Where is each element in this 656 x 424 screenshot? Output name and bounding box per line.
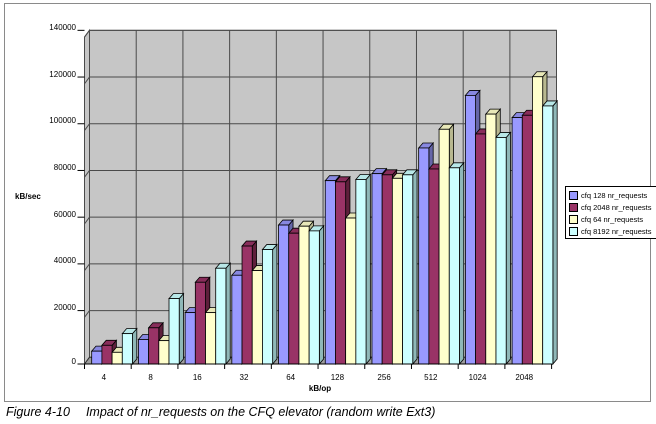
bar-cfq-8192-nr-requests-1024-side xyxy=(505,131,511,366)
bar-cfq-128-nr-requests-256 xyxy=(371,173,383,365)
bar-cfq-128-nr-requests-128 xyxy=(324,180,336,365)
bar-cfq-128-nr-requests-1024 xyxy=(464,95,476,365)
bar-cfq-8192-nr-requests-256 xyxy=(402,174,414,365)
bar-cfq-2048-nr-requests-512 xyxy=(428,168,440,365)
bar-cfq-64-nr-requests-64 xyxy=(298,225,310,365)
bar-cfq-64-nr-requests-128 xyxy=(345,217,357,365)
bar-cfq-8192-nr-requests-32 xyxy=(262,249,274,365)
x-axis-label: 2048 xyxy=(515,373,534,382)
bar-cfq-128-nr-requests-64 xyxy=(278,224,290,365)
y-axis-label: 0 xyxy=(71,356,76,366)
y-axis-label: 20000 xyxy=(53,303,76,313)
bar-cfq-64-nr-requests-4 xyxy=(111,351,123,365)
bar-cfq-64-nr-requests-32 xyxy=(251,270,263,365)
left-wall-gridline xyxy=(84,30,90,38)
legend-swatch-cfq-8192 xyxy=(569,227,578,237)
bar-cfq-2048-nr-requests-4 xyxy=(101,344,113,365)
bar-cfq-8192-nr-requests-16 xyxy=(215,267,227,365)
bar-cfq-128-nr-requests-8 xyxy=(138,339,150,365)
bar-cfq-8192-nr-requests-512 xyxy=(448,167,460,365)
left-wall-gridline xyxy=(84,263,90,271)
legend-item: cfq 128 nr_requests xyxy=(569,189,656,201)
x-axis-label: 64 xyxy=(286,373,296,382)
bar-cfq-64-nr-requests-8 xyxy=(158,340,170,365)
x-axis-label: 8 xyxy=(148,373,153,382)
y-axis-label: 80000 xyxy=(53,162,76,172)
left-wall-gridline xyxy=(84,76,90,85)
y-axis-label: 100000 xyxy=(49,116,76,126)
bar-cfq-8192-nr-requests-8 xyxy=(168,298,180,365)
bar-cfq-2048-nr-requests-2048 xyxy=(521,114,533,365)
legend-label: cfq 64 nr_requests xyxy=(581,214,644,224)
x-axis-label: 16 xyxy=(192,373,202,382)
bar-cfq-8192-nr-requests-2048-side xyxy=(552,99,558,366)
x-axis-label: 512 xyxy=(424,373,438,382)
plot-area-svg xyxy=(77,28,559,369)
bar-cfq-64-nr-requests-1024 xyxy=(485,113,497,365)
legend-label: cfq 128 nr_requests xyxy=(581,190,648,200)
bar-cfq-2048-nr-requests-1024 xyxy=(475,133,487,365)
bar-cfq-8192-nr-requests-4 xyxy=(121,333,133,365)
bar-cfq-128-nr-requests-4 xyxy=(91,350,103,365)
legend: cfq 128 nr_requests cfq 2048 nr_requests… xyxy=(565,186,656,239)
bar-cfq-2048-nr-requests-256 xyxy=(381,174,393,365)
legend-swatch-cfq-64 xyxy=(569,214,578,224)
left-wall-gridline xyxy=(84,170,90,178)
bar-cfq-8192-nr-requests-1024 xyxy=(495,137,507,365)
left-wall-gridline xyxy=(84,216,90,225)
bar-cfq-128-nr-requests-512 xyxy=(418,147,430,365)
x-axis-title: kB/op xyxy=(308,384,332,393)
legend-swatch-cfq-128 xyxy=(569,190,578,200)
x-axis-label: 4 xyxy=(101,373,107,382)
bar-cfq-64-nr-requests-512 xyxy=(438,128,450,365)
left-wall-gridline xyxy=(84,123,90,131)
y-axis-title: kB/sec xyxy=(15,192,41,201)
bar-cfq-8192-nr-requests-64-side xyxy=(318,224,325,366)
left-wall-gridline xyxy=(84,310,90,318)
x-axis-label: 32 xyxy=(239,373,249,382)
bar-cfq-64-nr-requests-2048 xyxy=(532,76,544,365)
bar-cfq-8192-nr-requests-8-side xyxy=(178,292,184,366)
bar-cfq-2048-nr-requests-8 xyxy=(148,327,160,365)
bar-cfq-128-nr-requests-32 xyxy=(231,274,243,365)
bar-cfq-8192-nr-requests-64 xyxy=(308,230,320,365)
x-axis-label: 1024 xyxy=(468,373,487,382)
legend-swatch-cfq-2048 xyxy=(569,202,578,212)
bar-cfq-8192-nr-requests-512-side xyxy=(459,161,465,366)
legend-label: cfq 2048 nr_requests xyxy=(581,202,652,212)
bar-cfq-8192-nr-requests-256-side xyxy=(412,168,418,366)
chart-frame: kB/sec kB/op cfq 128 nr_requests cfq 204… xyxy=(4,3,656,402)
bar-cfq-8192-nr-requests-16-side xyxy=(225,262,231,366)
bar-cfq-128-nr-requests-16 xyxy=(184,312,196,365)
bar-cfq-8192-nr-requests-128-side xyxy=(365,173,371,366)
legend-label: cfq 8192 nr_requests xyxy=(581,227,652,237)
bar-cfq-8192-nr-requests-32-side xyxy=(272,243,278,366)
legend-item: cfq 64 nr_requests xyxy=(569,213,656,225)
x-axis-label: 128 xyxy=(330,373,345,382)
bar-cfq-2048-nr-requests-128 xyxy=(335,181,347,365)
figure-caption-text: Impact of nr_requests on the CFQ elevato… xyxy=(85,405,436,419)
bar-cfq-64-nr-requests-256 xyxy=(391,177,403,365)
bar-cfq-2048-nr-requests-64 xyxy=(288,232,300,365)
bar-cfq-64-nr-requests-16 xyxy=(205,312,217,365)
bar-cfq-2048-nr-requests-16 xyxy=(194,281,206,365)
bar-cfq-8192-nr-requests-128 xyxy=(355,179,367,365)
y-axis-label: 60000 xyxy=(53,209,76,219)
legend-item: cfq 8192 nr_requests xyxy=(569,226,656,238)
bar-cfq-128-nr-requests-2048 xyxy=(511,117,523,365)
bar-cfq-8192-nr-requests-2048 xyxy=(542,105,554,365)
y-axis-label: 140000 xyxy=(49,22,76,32)
x-axis-label: 256 xyxy=(377,373,391,382)
figure-caption-label: Figure 4-10 xyxy=(6,405,70,419)
bar-cfq-2048-nr-requests-32 xyxy=(241,245,253,365)
y-axis-label: 40000 xyxy=(53,256,76,266)
figure-caption: Figure 4-10 Impact of nr_requests on the … xyxy=(6,405,435,419)
y-axis-label: 120000 xyxy=(49,69,76,79)
legend-item: cfq 2048 nr_requests xyxy=(569,201,656,213)
bar-cfq-8192-nr-requests-4-side xyxy=(132,327,138,366)
